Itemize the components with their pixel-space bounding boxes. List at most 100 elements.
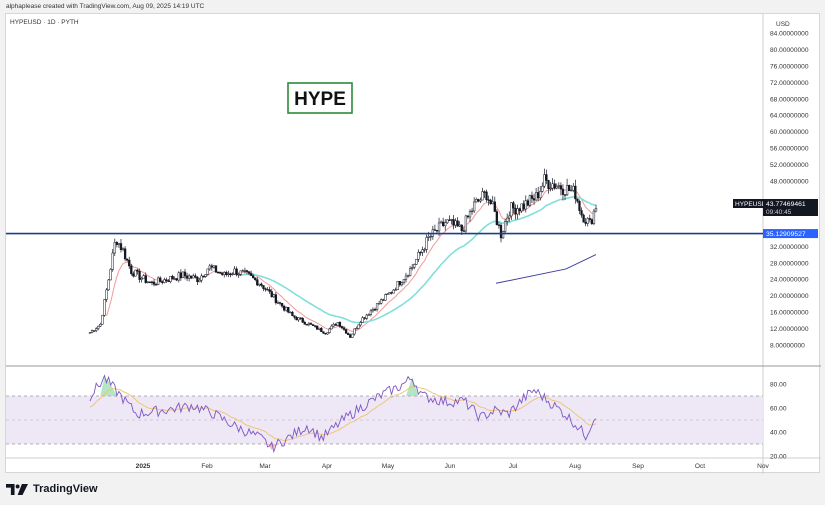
candle-body <box>427 236 430 238</box>
candle-body <box>316 325 319 330</box>
price-tick-label: 64.00000000 <box>770 113 809 120</box>
candle-body <box>408 268 412 277</box>
candle-body <box>117 243 121 245</box>
current-price-tag <box>763 199 818 216</box>
candle-body <box>547 180 550 189</box>
candle-body <box>121 248 125 251</box>
candle-body <box>225 272 228 275</box>
candle-body <box>128 259 131 267</box>
candle-body <box>411 267 414 269</box>
candle-body <box>169 275 172 282</box>
candle-body <box>142 275 145 279</box>
candle-body <box>223 272 226 275</box>
price-axis: 84.00000000 80.00000000 76.00000000 72.0000… <box>770 31 809 350</box>
support-line-value: 35.12909527 <box>766 231 806 238</box>
candle-body <box>332 323 335 327</box>
current-symbol-text: HYPEUSD <box>735 201 767 208</box>
candle-body <box>413 264 416 268</box>
tradingview-brand[interactable]: TradingView <box>6 483 98 495</box>
candle-body <box>291 311 294 316</box>
candle-body <box>448 219 451 221</box>
candle-body <box>402 279 406 283</box>
candle-body <box>512 202 515 209</box>
candle-body <box>204 274 207 277</box>
price-tick-label: 16.00000000 <box>770 310 809 317</box>
candle-body <box>353 328 356 335</box>
candle-body <box>423 249 426 251</box>
candle-body <box>446 219 449 224</box>
candle-body <box>278 302 282 304</box>
price-tick-label: 76.00000000 <box>770 64 809 71</box>
candle-body <box>483 191 486 193</box>
candle-body <box>518 208 521 212</box>
chart-attribution: alphaplease created with TradingView.com… <box>6 3 205 10</box>
candle-body <box>227 273 230 276</box>
candle-body <box>514 207 517 215</box>
candle-body <box>318 327 321 330</box>
candle-body <box>109 269 112 281</box>
candle-body <box>470 210 474 213</box>
candle-body <box>173 278 176 280</box>
candle-body <box>347 333 350 335</box>
candle-body <box>444 222 447 226</box>
candle-body <box>417 251 420 260</box>
candle-body <box>421 249 424 253</box>
candle-body <box>126 258 129 261</box>
candle-body <box>274 294 278 304</box>
candle-body <box>212 265 216 268</box>
candle-body <box>545 174 548 181</box>
candle-body <box>450 219 453 221</box>
candle-body <box>187 275 191 279</box>
candle-body <box>111 252 114 270</box>
candle-body <box>503 221 507 232</box>
candle-body <box>594 208 598 212</box>
candle-body <box>165 279 168 282</box>
time-tick-label: Jun <box>445 463 456 470</box>
candle-body <box>361 317 364 323</box>
candle-body <box>437 222 441 232</box>
rsi-tick-label: 40.00 <box>770 430 787 437</box>
candle-body <box>406 275 410 277</box>
candle-body <box>136 269 139 272</box>
candle-body <box>487 199 490 201</box>
candle-body <box>340 326 344 329</box>
candle-body <box>233 268 236 275</box>
candle-body <box>305 324 309 326</box>
candle-body <box>369 310 373 315</box>
candle-body <box>183 271 187 277</box>
candle-body <box>216 271 220 274</box>
candle-body <box>231 273 234 276</box>
candle-body <box>295 317 298 321</box>
price-chart[interactable]: HYPEUSD · 1D · PYTH USD HYPE 84.00000000… <box>6 14 821 474</box>
candle-body <box>439 221 443 224</box>
candle-body <box>590 219 594 224</box>
candle-body <box>272 294 275 298</box>
candle-body <box>138 270 141 280</box>
candle-body <box>419 251 422 254</box>
time-tick-label: Jul <box>509 463 518 470</box>
chart-panel[interactable]: HYPEUSD · 1D · PYTH USD HYPE 84.00000000… <box>5 13 821 474</box>
candle-body <box>572 185 575 191</box>
candle-body <box>175 278 178 281</box>
candle-body <box>367 314 370 316</box>
rsi-pane[interactable]: 80.00 60.00 40.00 20.00 <box>6 374 787 461</box>
candle-body <box>202 275 205 277</box>
candle-body <box>491 201 494 205</box>
candle-body <box>495 211 499 226</box>
rsi-axis: 80.00 60.00 40.00 20.00 <box>770 382 787 461</box>
candle-body <box>148 281 152 283</box>
candle-body <box>390 292 393 294</box>
candle-body <box>260 283 263 286</box>
candle-body <box>543 174 546 187</box>
candle-body <box>103 299 106 316</box>
price-pane[interactable] <box>6 14 763 366</box>
candle-body <box>336 322 339 326</box>
candle-body <box>237 274 240 276</box>
candle-body <box>466 215 470 218</box>
candle-body <box>241 270 244 272</box>
candle-body <box>208 265 211 270</box>
candle-body <box>400 282 404 286</box>
candle-body <box>557 185 560 187</box>
candle-body <box>301 318 304 323</box>
candle-body <box>357 324 360 329</box>
